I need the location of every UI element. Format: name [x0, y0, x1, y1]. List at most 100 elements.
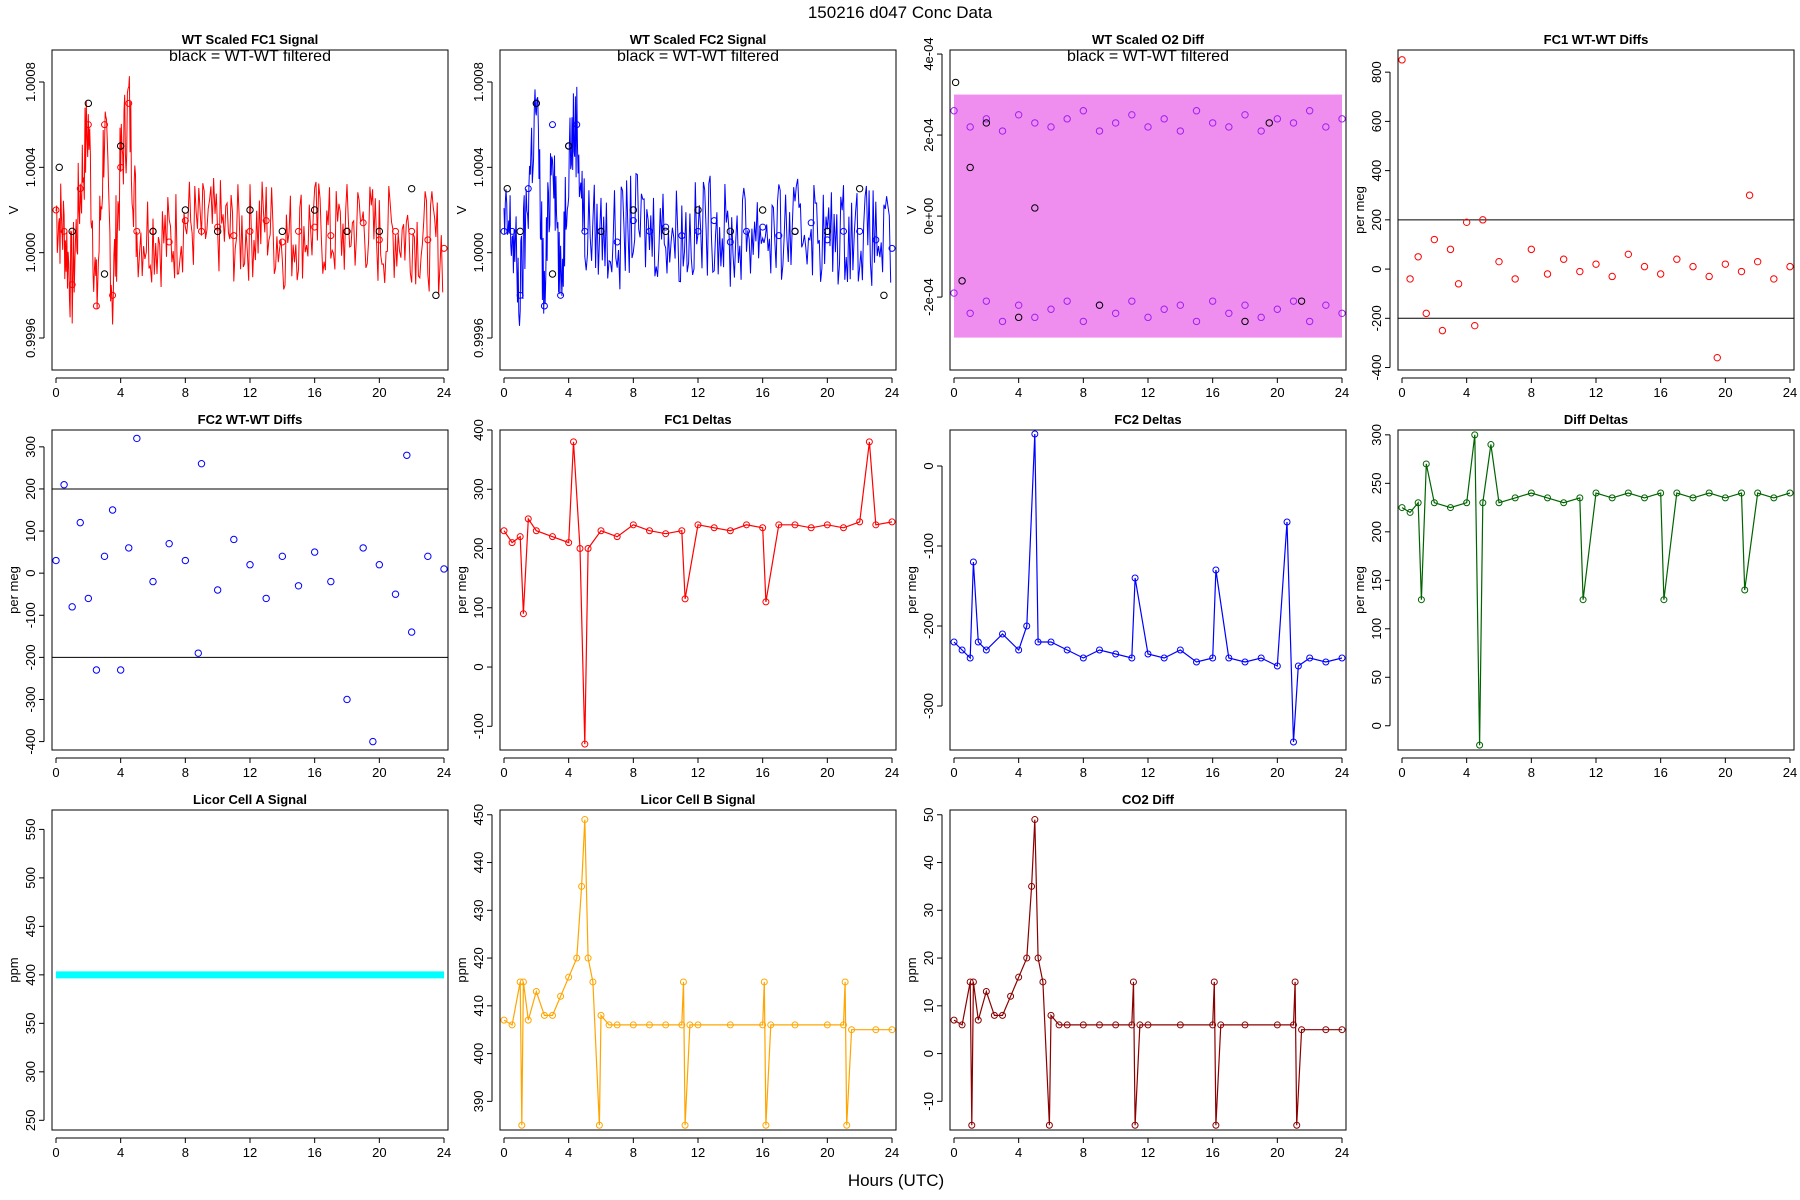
data-point [1305, 107, 1314, 115]
y-tick-label: 0 [921, 1050, 936, 1057]
data-point [181, 206, 190, 214]
data-point [629, 521, 637, 529]
data-point [532, 99, 541, 108]
data-point [1430, 499, 1438, 507]
data-point [1624, 489, 1632, 497]
x-tick-label: 24 [1335, 1145, 1349, 1160]
x-tick-label: 24 [1783, 385, 1797, 400]
y-tick-label: -400 [23, 729, 38, 755]
y-tick-label: 1.0000 [23, 233, 38, 273]
data-point [278, 238, 286, 246]
series-fc2-signal [500, 86, 896, 326]
panel-fc2-deltas: FC2 Deltas 0 4 8 12 16 20 24 -300 -200 -100 0 per me… [904, 412, 1349, 780]
y-tick-label: -200 [921, 613, 936, 639]
y-tick-label: 0.9996 [471, 318, 486, 358]
x-tick-label: 0 [950, 385, 957, 400]
data-point [1212, 566, 1220, 574]
data-point [359, 219, 367, 227]
data-point [1322, 1026, 1330, 1034]
data-point [213, 586, 222, 594]
y-tick-label: 50 [921, 808, 936, 822]
data-point [181, 556, 190, 565]
y-tick-label: 550 [23, 819, 38, 841]
data-point [440, 565, 448, 573]
data-point [532, 527, 540, 535]
data-point [807, 219, 815, 227]
x-tick-label: 0 [1398, 765, 1405, 780]
series-fc1-deltas [500, 438, 896, 748]
data-point [758, 206, 767, 214]
data-point [1576, 494, 1584, 502]
data-point [1294, 662, 1302, 670]
data-point [966, 978, 974, 986]
series-wt-wt-filtered [503, 99, 888, 300]
data-point [117, 163, 125, 171]
data-point [791, 521, 799, 529]
y-tick-label: -100 [23, 602, 38, 628]
data-point [149, 227, 157, 236]
data-point [1257, 313, 1265, 322]
plot-area [500, 816, 896, 1129]
data-point [958, 646, 966, 654]
data-point [1047, 305, 1055, 313]
data-point [1454, 280, 1463, 288]
data-point [968, 1121, 976, 1129]
data-point [1209, 654, 1217, 662]
data-point [1406, 275, 1414, 283]
data-point [762, 1121, 770, 1129]
data-point [679, 978, 687, 986]
data-point [597, 1011, 605, 1019]
plot-frame [1397, 49, 1795, 371]
data-point [407, 628, 416, 636]
data-point [1511, 275, 1519, 283]
data-point [1527, 489, 1535, 497]
data-point [1745, 191, 1754, 199]
x-tick-label: 12 [243, 765, 257, 780]
y-tick-label: -100 [471, 713, 486, 739]
data-point [1543, 270, 1552, 278]
data-point [1212, 1121, 1220, 1129]
data-point [1031, 204, 1039, 212]
data-point [1479, 499, 1487, 507]
x-tick-label: 4 [1015, 1145, 1022, 1160]
data-point [791, 1021, 799, 1029]
x-tick-label: 8 [1080, 765, 1087, 780]
x-tick-label: 16 [1205, 385, 1219, 400]
data-point [678, 1021, 686, 1029]
series-upper-cluster [950, 107, 1346, 135]
data-point [1293, 1121, 1301, 1129]
data-point [375, 561, 384, 569]
data-point [950, 107, 958, 115]
data-point [1111, 119, 1120, 127]
data-point [1579, 596, 1587, 604]
panel-licor-a-signal: Licor Cell A Signal 0 4 8 12 16 20 24 250 300 350 4… [6, 792, 451, 1160]
y-tick-label: 100 [471, 597, 486, 619]
series-line [953, 433, 1343, 743]
data-point [109, 291, 117, 299]
data-point [629, 1021, 637, 1029]
plot-frame [949, 809, 1347, 1131]
y-axis-label: V [6, 205, 21, 214]
y-tick-label: 40 [921, 855, 936, 869]
x-tick-label: 4 [1015, 765, 1022, 780]
x-tick-label: 8 [630, 1145, 637, 1160]
panel-title: FC2 WT-WT Diffs [198, 412, 303, 427]
data-point [1273, 662, 1281, 670]
data-point [1476, 741, 1484, 749]
data-point [230, 232, 238, 240]
data-point [678, 232, 686, 240]
data-point [92, 302, 100, 310]
series-fc2-diffs [52, 434, 448, 746]
data-point [581, 816, 589, 824]
series-line [503, 819, 892, 1126]
data-point [1290, 1021, 1297, 1029]
y-tick-label: 410 [471, 995, 486, 1017]
x-tick-label: 0 [52, 765, 59, 780]
series-diff-deltas [1398, 431, 1794, 749]
x-tick-label: 20 [1270, 385, 1284, 400]
data-point [1273, 305, 1282, 313]
data-point [540, 1011, 548, 1019]
data-point [570, 438, 578, 446]
data-point [1438, 326, 1447, 335]
